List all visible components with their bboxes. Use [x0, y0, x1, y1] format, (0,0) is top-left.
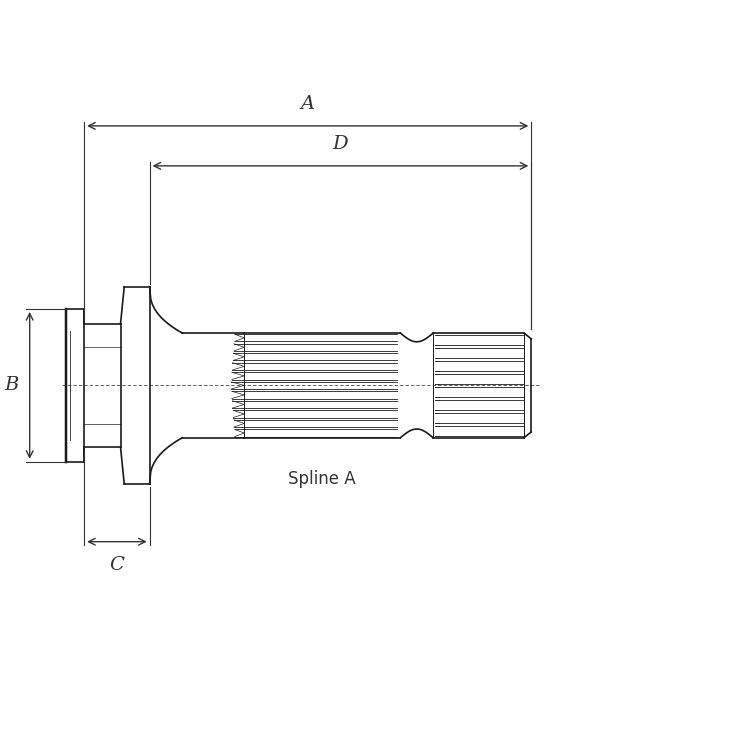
Text: B: B: [4, 377, 19, 395]
Text: D: D: [333, 135, 348, 153]
Text: C: C: [109, 557, 124, 574]
Text: Spline A: Spline A: [288, 470, 355, 488]
Text: A: A: [300, 95, 315, 113]
